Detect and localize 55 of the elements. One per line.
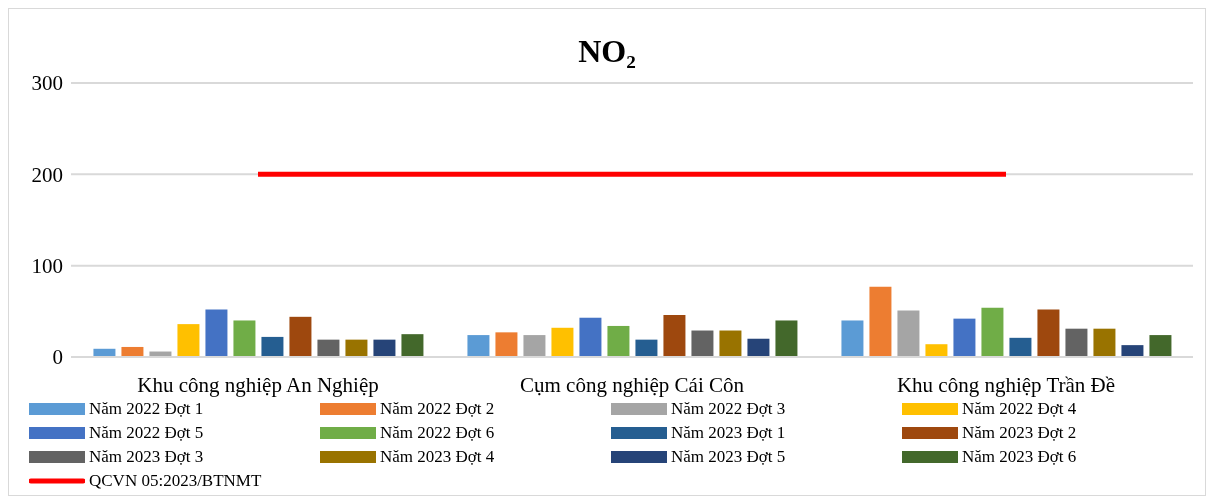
bar — [177, 324, 200, 357]
bar — [981, 307, 1004, 357]
bar — [317, 339, 340, 357]
legend-label: Năm 2023 Đợt 2 — [962, 423, 1077, 443]
bar — [1149, 335, 1172, 357]
y-tick-label: 100 — [31, 254, 63, 279]
bar — [373, 339, 396, 357]
bar — [495, 332, 518, 357]
bar — [869, 286, 892, 357]
bar — [775, 320, 798, 357]
bar — [579, 317, 602, 357]
bar — [1093, 328, 1116, 357]
y-tick-label: 200 — [31, 162, 63, 187]
legend-label: Năm 2023 Đợt 5 — [671, 447, 786, 467]
bar — [897, 310, 920, 357]
legend-label: Năm 2022 Đợt 5 — [89, 423, 204, 443]
bar — [635, 339, 658, 357]
bar — [289, 316, 312, 357]
bar — [1009, 337, 1032, 357]
legend-label: Năm 2023 Đợt 4 — [380, 447, 495, 467]
bar — [345, 339, 368, 357]
bar — [523, 335, 546, 357]
bar — [1037, 309, 1060, 357]
chart-title: NO₂ — [577, 33, 637, 70]
legend-label: Năm 2022 Đợt 4 — [962, 399, 1077, 419]
x-tick-label: Khu công nghiệp An Nghiệp — [137, 372, 379, 397]
bar — [261, 336, 284, 357]
bar — [467, 335, 490, 357]
bar — [925, 344, 948, 357]
bar — [607, 325, 630, 357]
legend-label: Năm 2023 Đợt 6 — [962, 447, 1077, 467]
bar — [1065, 328, 1088, 357]
legend-label: QCVN 05:2023/BTNMT — [89, 471, 262, 491]
bar — [719, 330, 742, 357]
bar — [953, 318, 976, 357]
x-tick-label: Khu công nghiệp Trần Đề — [896, 372, 1116, 397]
bar — [1121, 345, 1144, 357]
bar — [121, 346, 144, 357]
bar — [747, 338, 770, 357]
legend-label: Năm 2022 Đợt 3 — [671, 399, 786, 419]
x-tick-label: Cụm công nghiệp Cái Côn — [520, 372, 745, 397]
bar — [841, 320, 864, 357]
bar — [691, 330, 714, 357]
legend-label: Năm 2022 Đợt 1 — [89, 399, 204, 419]
bar — [233, 320, 256, 357]
legend-label: Năm 2023 Đợt 1 — [671, 423, 786, 443]
bar — [551, 327, 574, 357]
bar — [401, 334, 424, 357]
y-tick-label: 0 — [52, 345, 63, 370]
legend-label: Năm 2022 Đợt 2 — [380, 399, 495, 419]
legend-label: Năm 2022 Đợt 6 — [380, 423, 495, 443]
y-tick-label: 300 — [31, 71, 63, 96]
legend-label: Năm 2023 Đợt 3 — [89, 447, 204, 467]
bar — [205, 309, 228, 357]
bar — [663, 314, 686, 357]
